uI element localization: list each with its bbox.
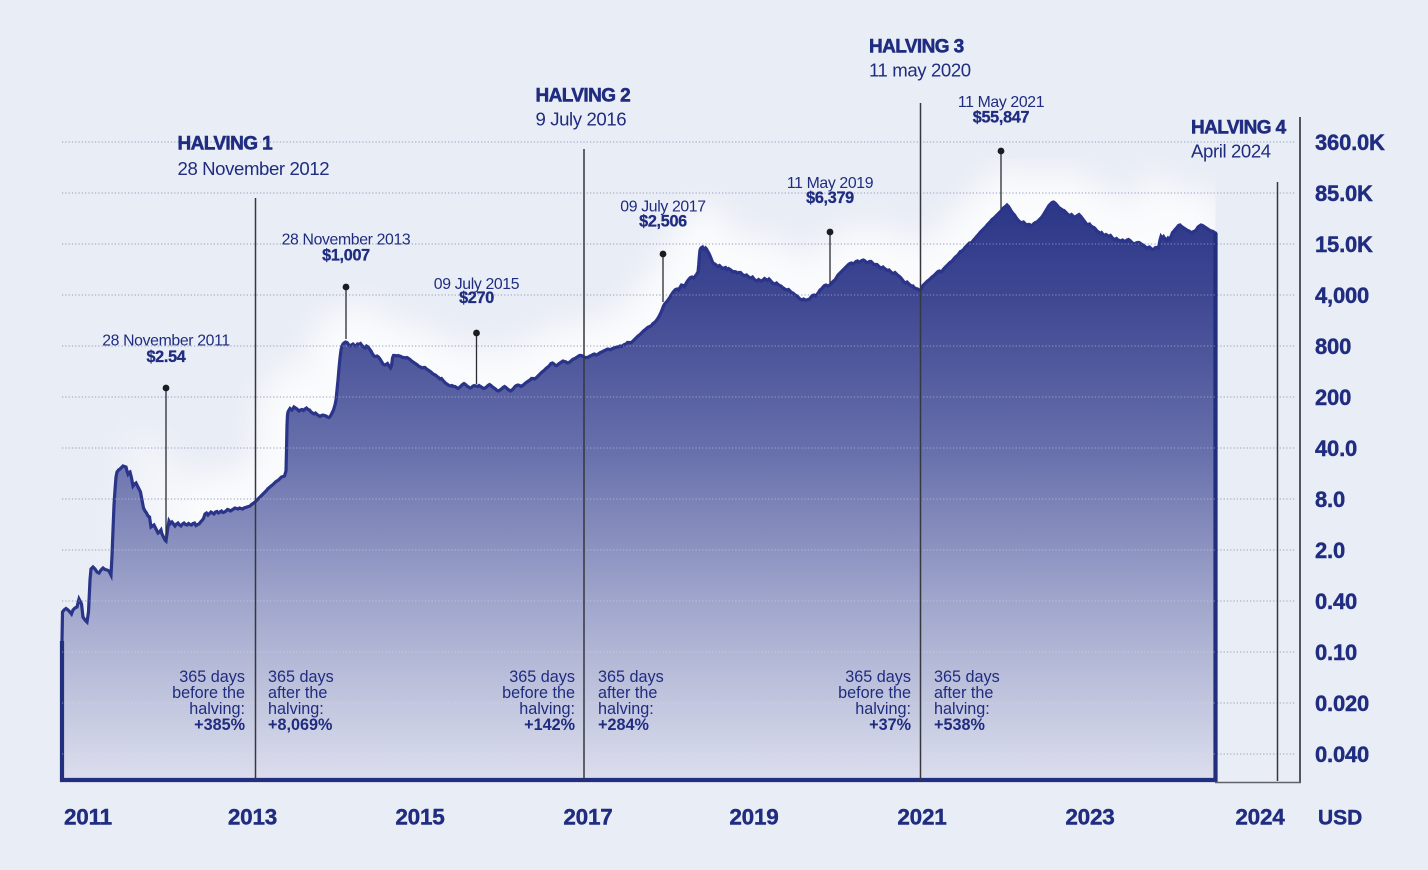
svg-text:2.0: 2.0 bbox=[1315, 538, 1345, 563]
svg-text:28 November 2013: 28 November 2013 bbox=[282, 232, 411, 249]
svg-text:$2,506: $2,506 bbox=[639, 213, 687, 231]
svg-text:after the: after the bbox=[934, 684, 993, 702]
svg-text:$6,379: $6,379 bbox=[806, 189, 854, 207]
svg-text:365 days: 365 days bbox=[845, 668, 911, 686]
svg-text:28 November 2011: 28 November 2011 bbox=[102, 333, 230, 350]
svg-text:2024: 2024 bbox=[1235, 805, 1285, 830]
svg-text:2019: 2019 bbox=[729, 805, 778, 830]
svg-text:+538%: +538% bbox=[934, 716, 985, 734]
svg-text:365 days: 365 days bbox=[509, 668, 575, 686]
svg-text:+142%: +142% bbox=[524, 716, 575, 734]
svg-text:15.0K: 15.0K bbox=[1315, 232, 1373, 257]
svg-text:April 2024: April 2024 bbox=[1191, 141, 1271, 162]
svg-text:$2.54: $2.54 bbox=[146, 348, 185, 366]
svg-text:HALVING 1: HALVING 1 bbox=[178, 134, 274, 155]
svg-text:4,000: 4,000 bbox=[1315, 283, 1369, 308]
svg-text:before the: before the bbox=[502, 684, 575, 702]
svg-text:after the: after the bbox=[598, 684, 657, 702]
svg-text:after the: after the bbox=[268, 684, 327, 702]
svg-text:2023: 2023 bbox=[1065, 805, 1114, 830]
svg-text:2013: 2013 bbox=[228, 805, 277, 830]
svg-text:halving:: halving: bbox=[934, 700, 990, 718]
svg-text:halving:: halving: bbox=[268, 700, 324, 718]
svg-text:85.0K: 85.0K bbox=[1315, 181, 1373, 206]
svg-text:$55,847: $55,847 bbox=[973, 109, 1030, 127]
svg-text:8.0: 8.0 bbox=[1315, 487, 1345, 512]
svg-text:halving:: halving: bbox=[855, 700, 911, 718]
svg-text:0.040: 0.040 bbox=[1315, 742, 1369, 767]
svg-text:365 days: 365 days bbox=[268, 668, 334, 686]
svg-text:USD: USD bbox=[1318, 807, 1362, 830]
svg-text:0.10: 0.10 bbox=[1315, 640, 1357, 665]
svg-text:09 July 2017: 09 July 2017 bbox=[620, 199, 705, 216]
svg-text:0.020: 0.020 bbox=[1315, 691, 1369, 716]
svg-text:360.0K: 360.0K bbox=[1315, 130, 1385, 155]
svg-text:$270: $270 bbox=[459, 289, 494, 307]
svg-text:11 may 2020: 11 may 2020 bbox=[869, 60, 971, 81]
svg-text:800: 800 bbox=[1315, 334, 1351, 359]
svg-text:11 May 2021: 11 May 2021 bbox=[958, 94, 1045, 111]
svg-text:200: 200 bbox=[1315, 385, 1351, 410]
svg-text:0.40: 0.40 bbox=[1315, 589, 1357, 614]
svg-text:+37%: +37% bbox=[869, 716, 911, 734]
svg-text:365 days: 365 days bbox=[179, 668, 245, 686]
svg-text:halving:: halving: bbox=[598, 700, 654, 718]
svg-text:9 July 2016: 9 July 2016 bbox=[536, 109, 627, 130]
svg-text:+385%: +385% bbox=[194, 716, 245, 734]
svg-text:2015: 2015 bbox=[395, 805, 444, 830]
svg-text:365 days: 365 days bbox=[934, 668, 1000, 686]
svg-text:2011: 2011 bbox=[64, 805, 112, 830]
svg-text:365 days: 365 days bbox=[598, 668, 664, 686]
svg-text:halving:: halving: bbox=[189, 700, 245, 718]
svg-text:+284%: +284% bbox=[598, 716, 649, 734]
svg-text:HALVING 2: HALVING 2 bbox=[536, 86, 631, 107]
svg-text:HALVING 3: HALVING 3 bbox=[869, 37, 964, 58]
svg-text:11 May 2019: 11 May 2019 bbox=[787, 175, 874, 192]
svg-text:before the: before the bbox=[838, 684, 911, 702]
svg-text:09 July 2015: 09 July 2015 bbox=[434, 276, 520, 293]
svg-text:halving:: halving: bbox=[519, 700, 575, 718]
svg-text:before the: before the bbox=[172, 684, 245, 702]
svg-text:40.0: 40.0 bbox=[1315, 436, 1357, 461]
svg-text:+8,069%: +8,069% bbox=[268, 716, 332, 734]
svg-text:2021: 2021 bbox=[897, 805, 946, 830]
svg-text:HALVING 4: HALVING 4 bbox=[1191, 118, 1287, 139]
svg-text:$1,007: $1,007 bbox=[322, 247, 370, 265]
svg-text:2017: 2017 bbox=[563, 805, 612, 830]
svg-text:28 November 2012: 28 November 2012 bbox=[178, 158, 330, 179]
